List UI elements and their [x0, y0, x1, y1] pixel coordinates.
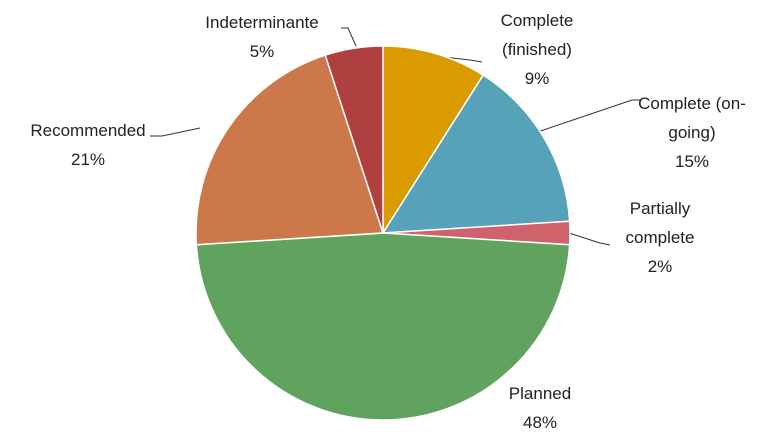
value-label: 15%	[674, 152, 710, 171]
leader-line	[507, 99, 640, 143]
slice-label: Partially complete 2%	[610, 194, 710, 281]
slice-label: Complete (finished) 9%	[482, 6, 592, 93]
value-label: 5%	[249, 42, 275, 61]
pie-slice	[195, 232, 571, 421]
category-label: Indeterminante	[205, 13, 319, 32]
pie-slice	[195, 54, 385, 246]
category-label: Complete (finished)	[500, 11, 574, 59]
leader-line	[341, 27, 357, 47]
value-label: 2%	[647, 257, 673, 276]
value-label: 21%	[70, 150, 106, 169]
value-label: 48%	[522, 413, 558, 432]
leader-line	[150, 127, 201, 137]
leader-line	[568, 232, 611, 246]
category-label: Complete (on-going)	[638, 94, 746, 142]
slice-label: Indeterminante 5%	[187, 8, 337, 66]
pie-slice	[382, 45, 485, 236]
value-label: 9%	[524, 69, 550, 88]
slice-label: Recommended 21%	[8, 116, 168, 174]
category-label: Recommended	[30, 121, 146, 140]
pie-slice	[381, 74, 571, 234]
slice-label: Complete (on-going) 15%	[630, 89, 755, 176]
pie-slice	[324, 45, 384, 234]
category-label: Planned	[508, 384, 572, 403]
slice-label: Planned 48%	[480, 379, 600, 437]
category-label: Partially complete	[625, 199, 695, 247]
